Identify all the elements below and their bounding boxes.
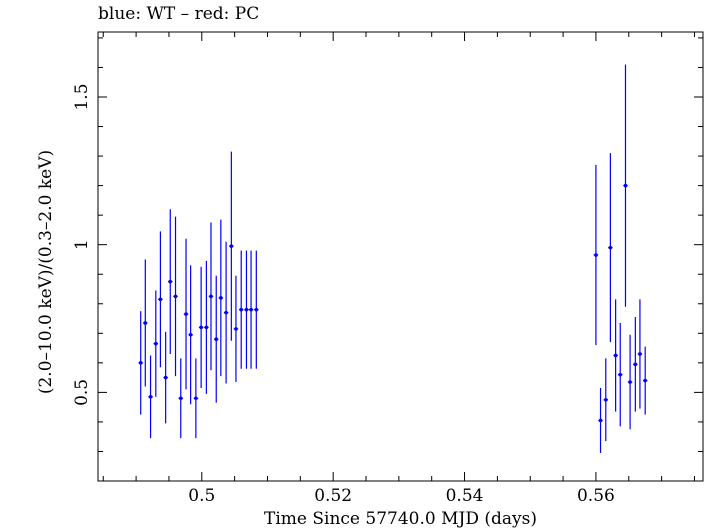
data-point xyxy=(223,241,229,384)
data-marker xyxy=(158,297,163,302)
data-marker xyxy=(214,337,219,342)
data-marker xyxy=(199,325,203,330)
data-point xyxy=(168,209,173,354)
y-axis-label: (2.0–10.0 keV)/(0.3–2.0 keV) xyxy=(36,149,56,395)
data-point xyxy=(603,358,609,442)
data-marker xyxy=(204,325,209,330)
data-marker xyxy=(613,353,618,358)
axis-ticks xyxy=(98,32,703,482)
data-point xyxy=(173,216,178,377)
data-point xyxy=(163,331,168,424)
data-point xyxy=(254,250,259,369)
data-point xyxy=(244,250,249,369)
data-point xyxy=(188,265,193,405)
data-marker xyxy=(244,307,249,312)
data-marker xyxy=(194,396,198,401)
data-marker xyxy=(178,396,183,401)
data-point xyxy=(238,250,244,369)
data-point xyxy=(218,219,224,377)
data-point xyxy=(208,222,214,371)
data-marker xyxy=(224,310,228,315)
data-marker xyxy=(184,312,188,316)
y-tick-label: 1.5 xyxy=(72,83,92,110)
data-marker xyxy=(219,296,223,300)
tick-labels: 0.5 0.52 0.54 0.56 0.5 1 1.5 xyxy=(72,83,615,506)
data-point xyxy=(593,164,599,346)
data-marker xyxy=(598,418,603,423)
data-point xyxy=(153,290,159,397)
y-tick-label: 1 xyxy=(72,239,92,250)
data-marker xyxy=(168,279,173,284)
data-marker xyxy=(234,327,238,331)
x-tick-label: 0.52 xyxy=(314,486,352,506)
data-point xyxy=(617,322,623,427)
data-marker xyxy=(643,378,647,383)
data-point xyxy=(214,275,219,403)
data-marker xyxy=(148,395,153,399)
data-point xyxy=(233,275,239,383)
data-point xyxy=(178,358,184,439)
data-point xyxy=(183,238,189,390)
data-point xyxy=(598,387,603,453)
data-point xyxy=(642,346,648,415)
data-marker xyxy=(173,294,178,299)
data-marker xyxy=(594,253,598,257)
data-marker xyxy=(138,361,143,365)
data-marker xyxy=(633,362,638,367)
data-point xyxy=(158,231,163,368)
data-marker xyxy=(249,307,253,312)
data-marker xyxy=(239,307,244,312)
data-point xyxy=(193,358,199,439)
data-marker xyxy=(638,352,642,356)
data-point xyxy=(633,317,638,412)
data-point xyxy=(637,299,643,409)
data-marker xyxy=(143,321,148,325)
data-marker xyxy=(608,245,613,250)
x-axis-label: Time Since 57740.0 MJD (days) xyxy=(264,509,537,529)
data-marker xyxy=(603,397,608,402)
data-point xyxy=(138,311,143,415)
x-tick-label: 0.56 xyxy=(577,486,615,506)
data-point xyxy=(148,355,153,439)
data-point xyxy=(229,151,234,341)
data-point xyxy=(248,250,254,369)
data-marker xyxy=(623,183,628,188)
data-marker xyxy=(628,380,632,384)
chart-title: blue: WT – red: PC xyxy=(98,4,260,24)
data-marker xyxy=(163,375,168,380)
plot-frame xyxy=(97,31,704,482)
data-point xyxy=(143,259,148,387)
data-marker xyxy=(618,372,623,377)
data-point xyxy=(613,299,618,412)
data-point xyxy=(608,153,613,343)
data-marker xyxy=(229,244,234,248)
x-tick-label: 0.54 xyxy=(446,486,484,506)
y-tick-label: 0.5 xyxy=(72,379,92,406)
x-tick-label: 0.5 xyxy=(188,486,215,506)
data-point xyxy=(204,260,209,394)
data-points xyxy=(138,64,648,453)
data-marker xyxy=(188,332,193,337)
data-point xyxy=(623,64,628,307)
data-point xyxy=(627,334,633,430)
data-marker xyxy=(154,341,158,346)
data-point xyxy=(198,266,204,388)
data-marker xyxy=(254,307,259,312)
data-marker xyxy=(209,294,213,299)
